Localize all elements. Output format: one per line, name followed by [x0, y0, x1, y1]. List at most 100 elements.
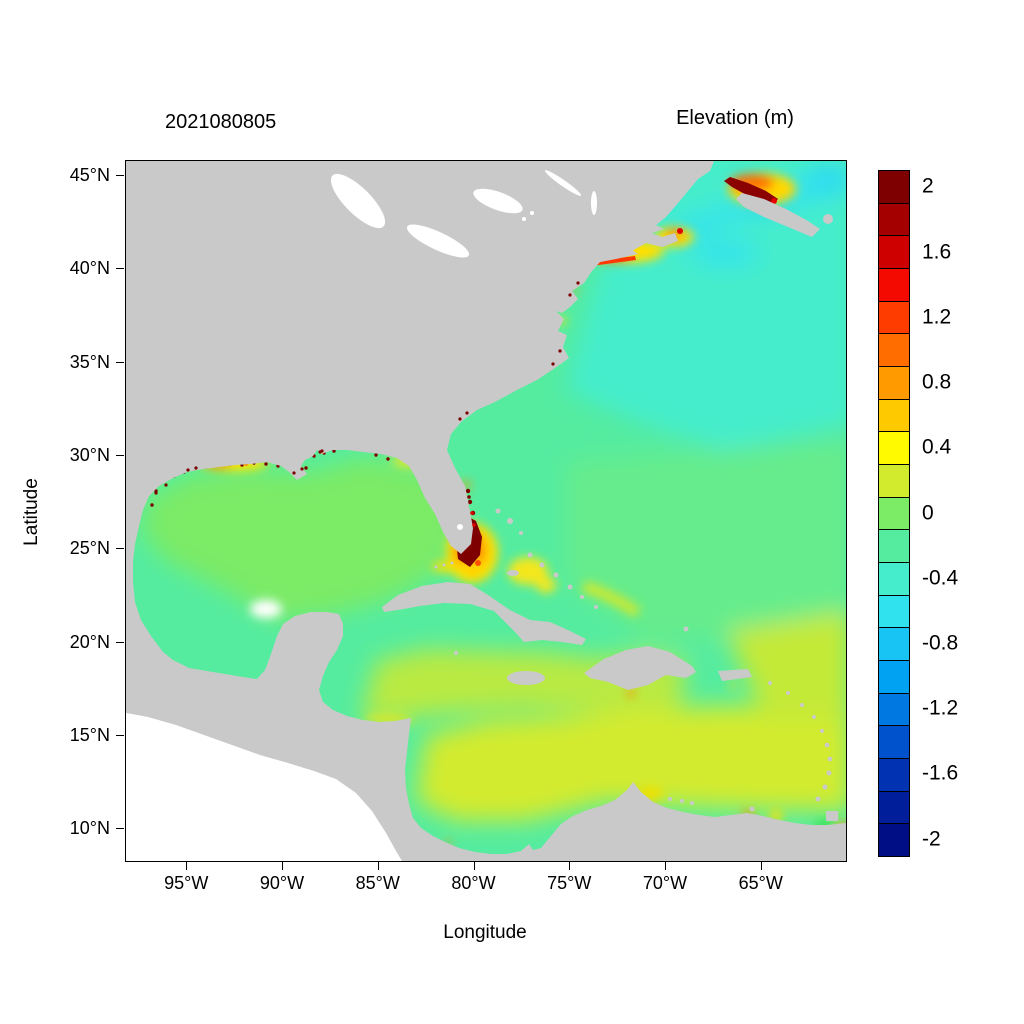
- ocean-gulf-of-mexico-green: [141, 457, 461, 621]
- ocean-east-of-antilles-yellowgreen: [726, 611, 846, 721]
- colorbar-segment: [879, 660, 909, 693]
- lake-okeechobee: [457, 524, 463, 530]
- elevation-title: Elevation (m): [676, 107, 794, 129]
- x-tick-mark: [569, 862, 571, 870]
- no-data-pacific: [126, 713, 402, 861]
- y-tick-mark: [116, 548, 124, 550]
- land-trinidad: [826, 811, 838, 821]
- florida-keys-dots: [434, 561, 454, 569]
- x-axis-label: Longitude: [443, 922, 527, 943]
- lake-huron: [330, 173, 386, 229]
- x-tick-mark: [473, 862, 475, 870]
- colorbar-segment: [879, 235, 909, 269]
- ocean-cyan-patch-nantucket: [692, 241, 760, 265]
- colorbar-segment: [879, 790, 909, 824]
- no-data-yucatan-channel: [250, 600, 282, 618]
- colorbar-segment: [879, 398, 909, 432]
- plot-frame: [125, 160, 847, 862]
- colorbar-tick-label: 1.6: [922, 240, 952, 264]
- colorbar-segment: [879, 431, 909, 465]
- glow-bahama-bank-2: [536, 577, 556, 593]
- colorbar-tick-label: -0.4: [922, 566, 959, 590]
- x-tick-label: 90°W: [259, 873, 305, 893]
- post-land-speckles: [154, 281, 580, 527]
- lake-champlain: [591, 191, 597, 215]
- lake-ontario: [473, 188, 523, 214]
- lake-erie: [406, 224, 470, 258]
- colorbar-segment: [879, 758, 909, 791]
- x-tick-mark: [377, 862, 379, 870]
- finger-lake-1: [522, 217, 526, 221]
- colorbar-segment: [879, 692, 909, 726]
- core-long-island-strip: [590, 256, 636, 266]
- land-long-island: [586, 250, 638, 264]
- core-fundy-red-dot: [771, 198, 777, 204]
- finger-lake-2: [530, 211, 534, 215]
- colorbar-segment: [879, 202, 909, 236]
- colorbar-segment: [879, 562, 909, 595]
- colorbar-segment: [879, 171, 909, 203]
- x-tick-label: 75°W: [547, 873, 592, 893]
- colorbar-tick-label: 0: [922, 501, 934, 524]
- colorbar-segment: [879, 496, 909, 530]
- colorbar: [878, 170, 910, 857]
- land-bahamas: [495, 508, 689, 632]
- y-tick-mark: [116, 454, 124, 456]
- land: [126, 161, 846, 861]
- colorbar-segment: [879, 725, 909, 759]
- x-tick-mark: [760, 862, 762, 870]
- core-nantucket-red-dot: [677, 228, 683, 234]
- y-tick-mark: [116, 361, 124, 363]
- ocean-regions: [141, 161, 846, 821]
- colorbar-tick-label: -0.8: [922, 631, 959, 655]
- y-tick-label: 20°N: [69, 631, 110, 652]
- y-tick-mark: [116, 174, 124, 176]
- y-tick-label: 35°N: [69, 351, 110, 372]
- lakes: [330, 170, 597, 530]
- glow-puertorico-south: [729, 682, 735, 688]
- land-puerto-rico: [718, 669, 752, 681]
- ocean-blue-dot: [816, 174, 840, 184]
- land-jamaica: [507, 671, 545, 685]
- y-tick-mark: [116, 734, 124, 736]
- colorbar-segment: [879, 529, 909, 563]
- colorbar-segment: [879, 366, 909, 399]
- glow-hispaniola-south: [627, 689, 635, 697]
- y-tick-mark: [116, 268, 124, 270]
- x-tick-mark: [665, 862, 666, 870]
- land-hispaniola: [584, 646, 696, 690]
- colorbar-segment: [879, 300, 909, 334]
- colorbar-segment: [879, 627, 909, 661]
- colorbar-tick-label: 1.2: [922, 305, 952, 329]
- glow-se-bahamas: [581, 581, 641, 617]
- st-lawrence: [544, 170, 582, 196]
- map-canvas: [126, 161, 846, 861]
- core-florida-orange-dot: [475, 560, 481, 566]
- x-tick-label: 65°W: [738, 873, 783, 893]
- glow-bahama-bank: [508, 557, 548, 585]
- x-tick-label: 70°W: [642, 873, 688, 893]
- x-tick-label: 80°W: [451, 873, 496, 893]
- colorbar-tick-label: 0.8: [922, 370, 952, 394]
- y-tick-label: 30°N: [69, 444, 110, 465]
- timestamp-title: 2021080805: [165, 111, 277, 133]
- colorbar-segment: [879, 268, 909, 301]
- colorbar-tick-label: 2: [922, 174, 934, 198]
- colorbar-segment: [879, 823, 909, 857]
- y-tick-label: 25°N: [69, 538, 110, 559]
- land-lesser-antilles: [454, 651, 833, 812]
- colorbar-tick-label: -2: [922, 827, 941, 851]
- y-tick-mark: [116, 828, 124, 830]
- y-tick-mark: [116, 641, 124, 643]
- colorbar-segment: [879, 464, 909, 497]
- x-tick-label: 85°W: [355, 873, 400, 893]
- colorbar-segment: [879, 333, 909, 367]
- colorbar-segment: [879, 594, 909, 628]
- x-tick-label: 95°W: [164, 873, 209, 893]
- y-tick-label: 45°N: [69, 164, 110, 185]
- land-cape-breton: [823, 214, 833, 224]
- y-tick-label: 15°N: [69, 724, 110, 745]
- y-tick-label: 40°N: [69, 258, 110, 279]
- colorbar-tick-label: -1.6: [922, 761, 959, 785]
